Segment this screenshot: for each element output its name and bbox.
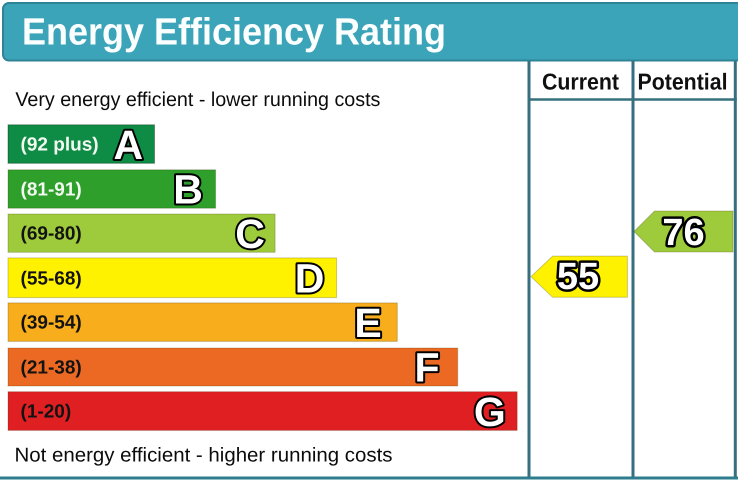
svg-text:76: 76 — [662, 212, 704, 254]
svg-text:Potential: Potential — [638, 69, 728, 95]
svg-text:(81-91): (81-91) — [21, 180, 82, 201]
svg-text:(39-54): (39-54) — [21, 313, 82, 334]
svg-text:D: D — [295, 256, 325, 302]
svg-text:55: 55 — [557, 256, 599, 298]
svg-text:B: B — [173, 167, 203, 213]
svg-text:A: A — [113, 122, 143, 168]
svg-text:Very energy efficient - lower: Very energy efficient - lower running co… — [15, 89, 380, 111]
svg-text:(55-68): (55-68) — [21, 268, 82, 289]
svg-text:(1-20): (1-20) — [21, 402, 72, 423]
svg-text:Energy Efficiency Rating: Energy Efficiency Rating — [22, 12, 446, 54]
svg-text:G: G — [474, 389, 506, 435]
svg-text:Not energy efficient - higher: Not energy efficient - higher running co… — [15, 444, 393, 466]
svg-text:(69-80): (69-80) — [21, 224, 82, 245]
svg-text:(21-38): (21-38) — [21, 358, 82, 379]
svg-text:C: C — [235, 211, 265, 257]
svg-text:(92 plus): (92 plus) — [21, 135, 99, 156]
svg-text:Current: Current — [542, 69, 619, 95]
svg-text:E: E — [354, 300, 381, 346]
svg-text:F: F — [414, 345, 439, 391]
